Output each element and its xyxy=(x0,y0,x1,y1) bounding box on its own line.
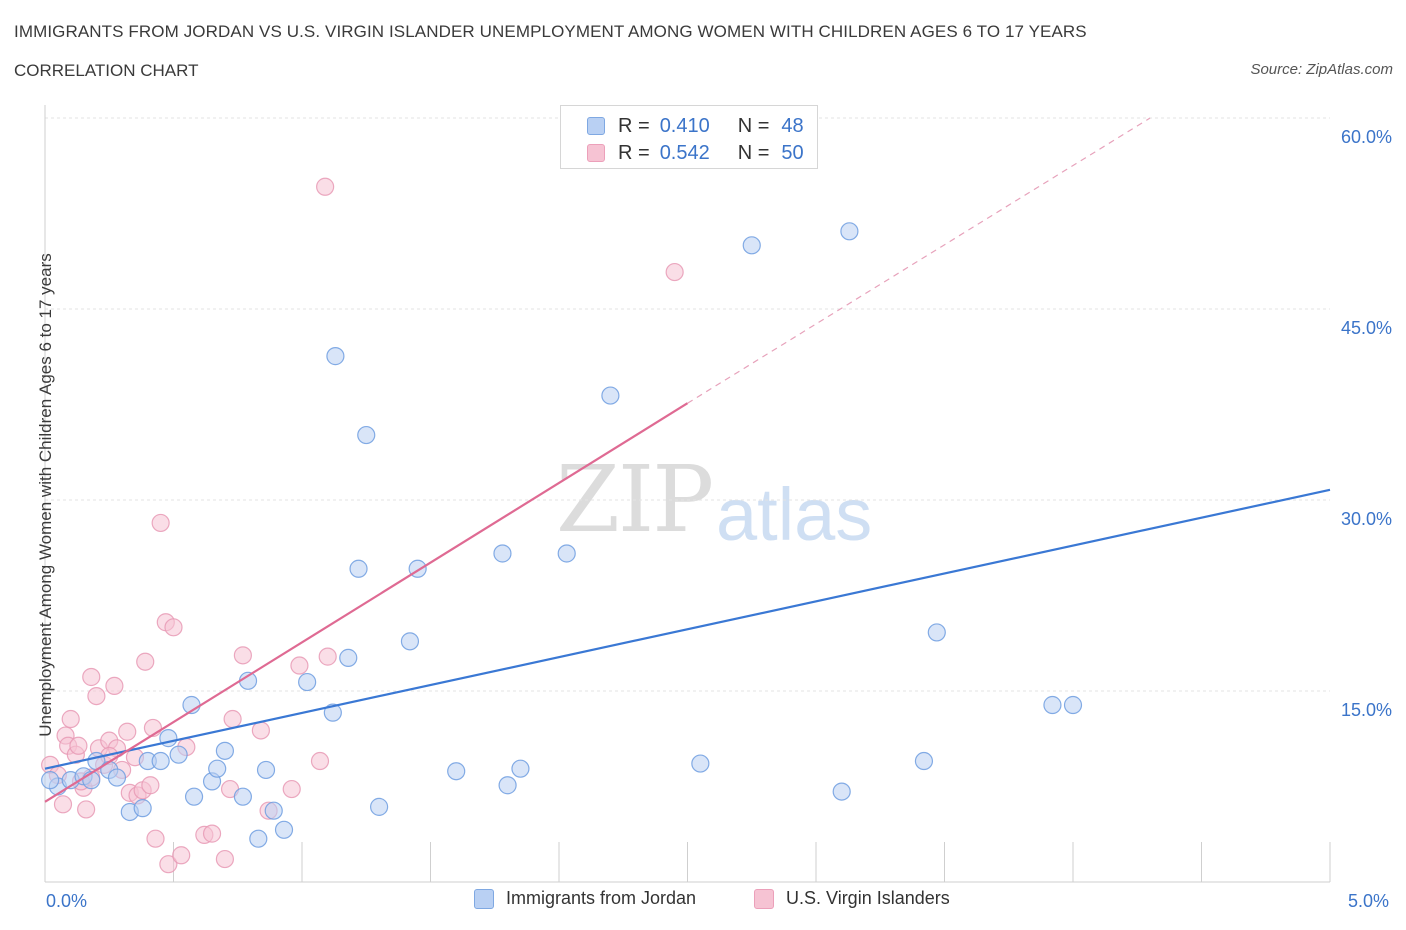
virgin-islander-point xyxy=(69,736,88,755)
correlation-legend: R = 0.410 N = 48 R = 0.542 N = 50 xyxy=(560,105,818,169)
virgin-islander-point xyxy=(164,618,183,637)
legend-r-label: R = xyxy=(618,114,650,137)
jordan-point xyxy=(370,797,389,816)
legend-n-label: N = xyxy=(737,114,770,137)
jordan-point xyxy=(447,762,466,781)
virgin-islander-point xyxy=(61,709,80,729)
virgin-islander-point xyxy=(665,262,684,282)
legend-r-value: 0.410 xyxy=(659,114,710,137)
y-tick-label: 45.0% xyxy=(1341,318,1392,338)
y-tick-label: 30.0% xyxy=(1341,509,1392,529)
jordan-point xyxy=(349,559,368,578)
legend-r-label: R = xyxy=(618,141,650,164)
jordan-point xyxy=(840,222,859,241)
jordan-point xyxy=(133,799,152,818)
virgin-islander-point xyxy=(82,667,101,687)
jordan-point xyxy=(323,703,342,722)
legend-n-value: 50 xyxy=(781,141,804,164)
jordan-point xyxy=(41,771,60,790)
legend-swatch-blue xyxy=(587,117,605,135)
virgin-islander-trend-line xyxy=(44,402,689,803)
jordan-point xyxy=(169,745,188,764)
legend-r-value: 0.542 xyxy=(659,141,710,164)
virgin-islander-point xyxy=(172,846,191,865)
jordan-point xyxy=(1063,695,1083,715)
jordan-point xyxy=(832,782,851,801)
jordan-point xyxy=(498,776,517,795)
legend-item-jordan: Immigrants from Jordan xyxy=(474,888,696,909)
virgin-islander-point xyxy=(53,795,73,814)
virgin-islander-point xyxy=(310,751,330,771)
virgin-islander-point xyxy=(318,647,337,666)
y-axis-label: Unemployment Among Women with Children A… xyxy=(36,253,55,737)
y-tick-label: 15.0% xyxy=(1341,700,1392,720)
jordan-point xyxy=(274,820,294,839)
virgin-islander-point xyxy=(233,646,252,665)
jordan-point xyxy=(184,787,204,806)
legend-row-jordan: R = 0.410 N = 48 xyxy=(587,114,804,138)
jordan-point xyxy=(256,760,276,780)
virgin-islander-point xyxy=(146,829,165,848)
virgin-islander-point xyxy=(105,676,124,696)
virgin-islander-point xyxy=(251,721,270,740)
jordan-point xyxy=(601,386,620,405)
legend-label-jordan: Immigrants from Jordan xyxy=(506,888,697,908)
jordan-point xyxy=(249,829,268,848)
virgin-islander-point xyxy=(136,652,155,671)
legend-item-virgin-islanders: U.S. Virgin Islanders xyxy=(754,888,950,909)
source-note: Source: ZipAtlas.com xyxy=(1250,61,1393,78)
virgin-islander-point xyxy=(290,656,309,675)
legend-n-label: N = xyxy=(737,141,770,164)
jordan-point xyxy=(339,648,358,667)
jordan-point xyxy=(151,751,170,771)
jordan-point xyxy=(215,741,234,760)
jordan-point xyxy=(326,347,345,366)
virgin-islander-point xyxy=(141,776,160,795)
virgin-islander-point xyxy=(151,513,170,533)
x-tick-label-min: 0.0% xyxy=(46,891,88,911)
jordan-point xyxy=(691,754,710,773)
jordan-point xyxy=(493,544,512,563)
virgin-islander-point xyxy=(316,177,335,196)
jordan-point xyxy=(742,236,761,255)
legend-swatch-pink xyxy=(587,144,605,162)
jordan-point xyxy=(914,751,934,771)
chart-title: IMMIGRANTS FROM JORDAN VS U.S. VIRGIN IS… xyxy=(14,22,1087,41)
virgin-islander-point xyxy=(87,686,106,706)
x-tick-label-max: 5.0% xyxy=(1348,891,1390,911)
virgin-islander-trend-extension xyxy=(687,117,1151,404)
jordan-point xyxy=(107,768,127,787)
jordan-point xyxy=(557,544,576,563)
jordan-point xyxy=(511,759,530,778)
watermark-atlas: atlas xyxy=(716,473,873,556)
virgin-islander-point xyxy=(118,722,137,741)
virgin-islander-point xyxy=(282,779,301,799)
virgin-islander-point xyxy=(159,855,178,874)
legend-label-virgin-islanders: U.S. Virgin Islanders xyxy=(786,888,950,908)
y-tick-label: 60.0% xyxy=(1341,127,1392,147)
virgin-islander-point xyxy=(223,709,242,729)
legend-swatch-pink xyxy=(754,888,774,909)
jordan-point xyxy=(264,801,283,820)
legend-n-value: 48 xyxy=(781,114,804,137)
virgin-islander-point xyxy=(202,824,222,843)
jordan-point xyxy=(1043,695,1062,715)
jordan-point xyxy=(233,787,252,806)
jordan-point xyxy=(208,759,227,778)
virgin-islander-point xyxy=(215,849,234,869)
jordan-trend-line xyxy=(44,488,1331,770)
legend-row-virgin-islanders: R = 0.542 N = 50 xyxy=(587,141,804,165)
jordan-point xyxy=(298,672,317,692)
jordan-point xyxy=(400,632,420,651)
legend-swatch-blue xyxy=(474,888,494,909)
jordan-point xyxy=(927,623,946,642)
virgin-islander-point xyxy=(77,800,96,819)
chart-subtitle: CORRELATION CHART xyxy=(14,61,199,80)
jordan-point xyxy=(357,425,376,445)
